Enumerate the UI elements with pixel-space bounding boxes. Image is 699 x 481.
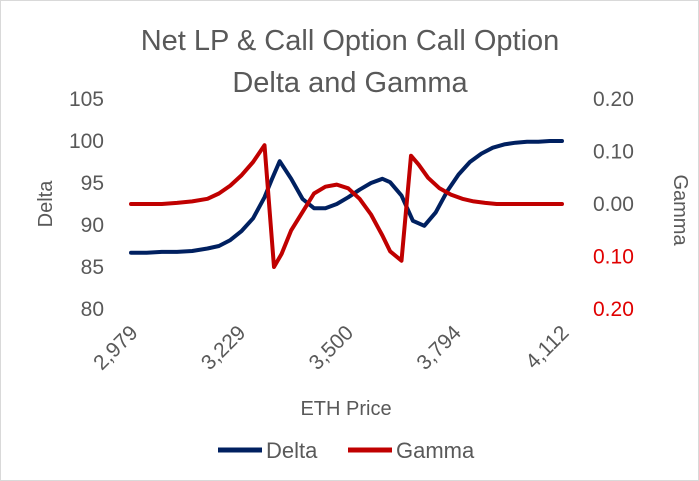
legend-delta-label: Delta — [266, 438, 318, 463]
y2-tick-label: 0.00 — [593, 193, 634, 216]
y2-tick-label: 0.20 — [593, 88, 634, 111]
x-axis-title: ETH Price — [300, 398, 391, 420]
series-layer — [129, 139, 564, 269]
y-tick-label: 100 — [69, 130, 104, 153]
y-tick-label: 90 — [81, 214, 104, 237]
x-tick-label: 3,229 — [197, 321, 250, 374]
y-tick-label: 80 — [81, 298, 104, 321]
y-axis-right: 0.20 0.10 0.00 0.10 0.20 — [593, 88, 634, 321]
series-line-gamma — [129, 143, 564, 269]
x-tick-label: 2,979 — [89, 321, 142, 374]
legend: Delta Gamma — [218, 438, 475, 463]
chart-title-line-1: Net LP & Call Option Call Option — [141, 25, 560, 57]
x-tick-label: 3,794 — [412, 321, 466, 375]
x-tick-label: 3,500 — [305, 321, 358, 374]
legend-gamma-label: Gamma — [396, 438, 475, 463]
x-axis: 2,979 3,229 3,500 3,794 4,112 — [89, 321, 573, 375]
chart-title-line-2: Delta and Gamma — [232, 67, 468, 99]
y-axis-left: 105 100 95 90 85 80 — [69, 88, 104, 321]
y-tick-label: 95 — [81, 172, 104, 195]
y2-tick-label: 0.10 — [593, 141, 634, 164]
y2-tick-label: 0.10 — [593, 246, 634, 269]
x-tick-label: 4,112 — [521, 321, 573, 373]
y-tick-label: 105 — [69, 88, 104, 111]
y2-tick-label: 0.20 — [593, 298, 634, 321]
series-line-delta — [129, 139, 564, 255]
y-tick-label: 85 — [81, 256, 104, 279]
y-axis-title: Delta — [35, 180, 57, 228]
y2-axis-title: Gamma — [669, 174, 691, 246]
